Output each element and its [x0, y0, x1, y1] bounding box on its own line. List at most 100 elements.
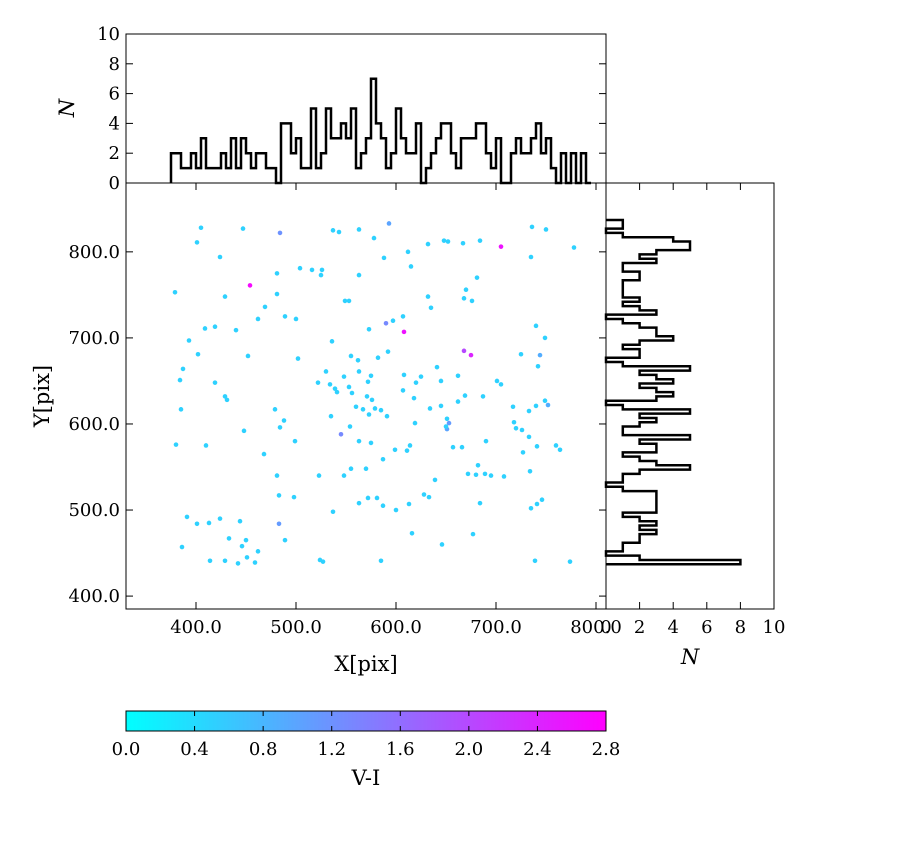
scatter-point	[180, 366, 186, 372]
scatter-point	[542, 335, 548, 341]
scatter-point	[315, 380, 321, 385]
scatter-point	[178, 407, 184, 412]
scatter-point	[477, 500, 483, 506]
colorbar-tick-label: 1.2	[317, 739, 346, 760]
scatter-point	[355, 357, 361, 363]
scatter-point	[542, 398, 548, 404]
scatter-point	[281, 418, 287, 423]
top-hist-tick-label: 4	[109, 113, 120, 134]
x-tick-label: 700.0	[470, 617, 522, 638]
scatter-point	[378, 558, 384, 564]
scatter-point	[330, 228, 336, 233]
scatter-point	[255, 316, 261, 322]
scatter-point	[252, 560, 258, 565]
scatter-point	[348, 466, 354, 472]
scatter-point	[378, 407, 384, 413]
scatter-point	[328, 413, 334, 419]
scatter-point	[356, 500, 362, 506]
scatter-point	[293, 316, 299, 322]
scatter-point	[276, 521, 282, 527]
y-tick-label: 600.0	[68, 414, 120, 435]
scatter-point	[425, 241, 431, 247]
top-hist-tick-label: 0	[109, 173, 120, 194]
scatter-point	[425, 294, 431, 299]
scatter-point	[369, 397, 375, 403]
scatter-point	[366, 327, 372, 332]
scatter-point	[469, 298, 475, 304]
scatter-point	[297, 265, 303, 271]
right-hist-tick-label: 8	[735, 617, 746, 638]
scatter-point	[291, 494, 297, 500]
scatter-point	[526, 434, 532, 440]
scatter-point	[528, 506, 534, 511]
scatter-point	[385, 349, 391, 354]
scatter-point	[519, 427, 525, 433]
scatter-point	[526, 408, 532, 414]
scatter-point	[318, 272, 324, 278]
scatter-point	[557, 447, 563, 453]
scatter-point	[212, 324, 218, 330]
scatter-point	[438, 378, 444, 384]
scatter-point	[432, 477, 438, 483]
scatter-points	[172, 221, 577, 566]
scatter-point	[528, 254, 534, 260]
scatter-point	[172, 289, 178, 295]
scatter-point	[371, 235, 377, 241]
scatter-point	[406, 501, 412, 507]
scatter-point	[353, 404, 359, 410]
scatter-point	[527, 469, 533, 474]
scatter-point	[360, 407, 366, 412]
right-hist-tick-label: 4	[667, 617, 678, 638]
scatter-point	[255, 549, 261, 554]
scatter-point	[445, 239, 451, 244]
scatter-point	[207, 558, 213, 564]
scatter-point	[401, 329, 407, 335]
scatter-point	[392, 447, 398, 453]
scatter-point	[470, 531, 476, 537]
colorbar: 0.0 0.4 0.8 1.2 1.6 2.0 2.4 2.8 V-I	[112, 710, 620, 790]
scatter-point	[534, 501, 540, 507]
scatter-point	[386, 221, 392, 226]
scatter-point	[409, 530, 415, 536]
scatter-point	[222, 558, 228, 564]
right-hist-tick-label: 2	[634, 617, 645, 638]
scatter-point	[401, 372, 407, 378]
scatter-xticks: 400.0 500.0 600.0 700.0 800.0	[170, 183, 622, 638]
scatter-point	[341, 374, 347, 379]
right-histogram-xticks: 0 2 4 6 8 10	[600, 183, 785, 638]
scatter-point	[244, 555, 250, 560]
scatter-point	[465, 471, 471, 477]
scatter-point	[282, 537, 288, 543]
scatter-point	[412, 420, 418, 426]
scatter-panel: 400.0 500.0 600.0 700.0 800.0 400.0 500.0 600.…	[30, 182, 622, 676]
colorbar-ticks: 0.0 0.4 0.8 1.2 1.6 2.0 2.4 2.8	[112, 711, 620, 760]
scatter-point	[262, 304, 268, 310]
right-histogram-frame	[605, 182, 775, 610]
scatter-point	[365, 495, 371, 501]
scatter-point	[277, 230, 283, 236]
scatter-point	[443, 424, 449, 429]
x-tick-label: 600.0	[370, 617, 422, 638]
y-tick-label: 700.0	[68, 328, 120, 349]
scatter-point	[363, 466, 369, 472]
scatter-point	[427, 406, 433, 411]
scatter-point	[473, 472, 479, 478]
scatter-point	[195, 351, 201, 357]
scatter-point	[488, 473, 494, 478]
scatter-point	[480, 394, 486, 399]
scatter-point	[533, 323, 539, 329]
colorbar-tick-label: 0.0	[112, 739, 141, 760]
scatter-point	[336, 229, 342, 235]
colorbar-label: V-I	[351, 766, 381, 790]
top-histogram-yticks: 0 2 4 6 8 10	[97, 24, 606, 194]
scatter-yticks: 400.0 500.0 600.0 700.0 800.0	[68, 242, 606, 607]
scatter-point	[441, 238, 447, 243]
scatter-point	[334, 389, 340, 395]
scatter-point	[217, 254, 223, 260]
scatter-point	[411, 395, 417, 401]
scatter-point	[400, 388, 406, 393]
scatter-point	[323, 369, 329, 374]
y-tick-label: 500.0	[68, 500, 120, 521]
y-tick-label: 400.0	[68, 586, 120, 607]
scatter-point	[309, 267, 315, 273]
